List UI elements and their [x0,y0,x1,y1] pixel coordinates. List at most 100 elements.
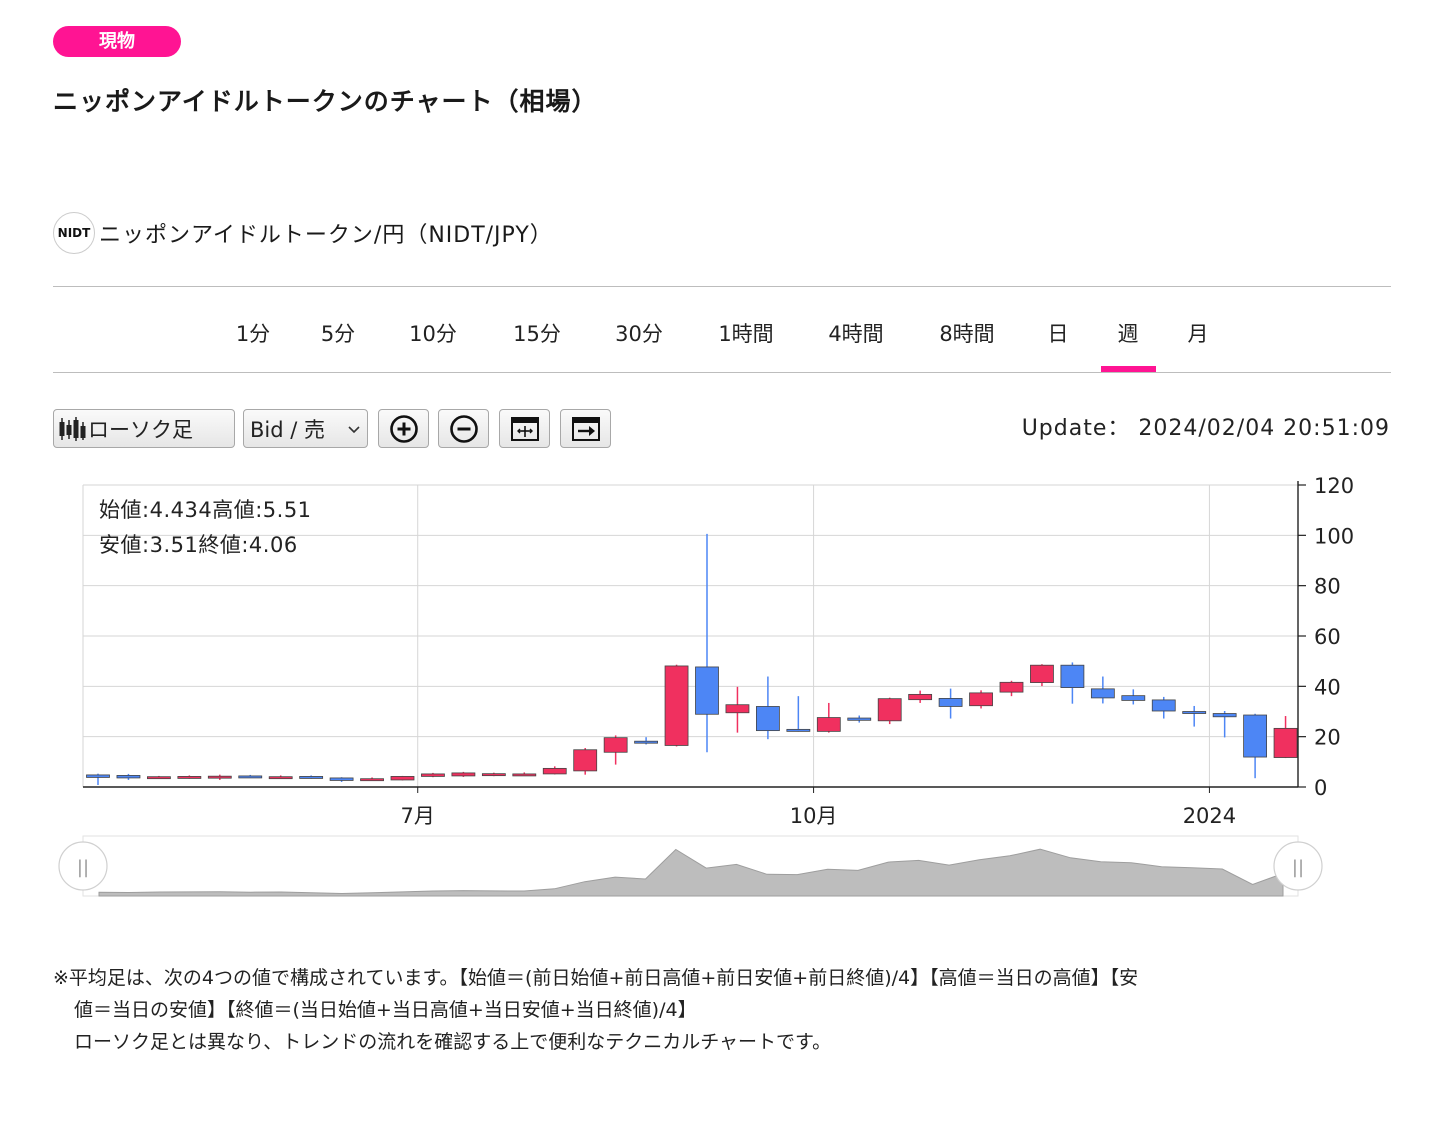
candle-body [786,728,811,732]
divider-top [53,286,1391,287]
page-title: ニッポンアイドルトークンのチャート（相場） [53,87,598,116]
candle-body [634,740,658,744]
divider-bottom [53,372,1391,373]
chevron-down-icon [348,426,360,434]
candle [969,690,993,709]
candle-body [877,698,902,722]
zoom-out-button[interactable] [438,409,489,448]
candle [1121,689,1146,705]
tab-9[interactable]: 日 [1047,322,1069,346]
fit-chart-icon [510,416,539,441]
jump-to-latest-icon [571,416,600,441]
tab-5[interactable]: 30分 [615,322,663,346]
candle [146,775,171,780]
candle [1151,696,1176,719]
jump-to-latest-button[interactable] [560,409,611,448]
open-label: 始値: [99,498,150,522]
tab-1[interactable]: 1分 [235,322,271,346]
chart-axes: 0 20 40 60 80 100 120 7月 10月 2024 [83,474,1354,828]
candle [573,747,598,775]
candle [603,735,628,765]
update-timestamp: Update： 2024/02/04 20:51:09 [1022,410,1390,442]
candle [847,715,872,723]
handle-grip-icon: || [1292,857,1304,878]
fit-chart-button[interactable] [499,409,550,448]
handle-grip-icon: || [77,857,89,878]
candle-body [146,776,171,780]
tab-10[interactable]: 週 [1117,322,1139,346]
candle-body [542,767,567,775]
candle [1182,705,1207,727]
y-tick-label: 120 [1314,474,1354,498]
candle [1060,662,1085,704]
tab-7[interactable]: 4時間 [828,322,884,346]
tab-11[interactable]: 月 [1187,322,1209,346]
low-value: 3.51 [149,533,199,557]
price-side-select[interactable]: Bid / 売 [243,409,368,448]
candle-body [512,773,537,777]
candle [634,737,658,745]
note-line-2: 値＝当日の安値】【終値＝(当日始値+当日高値+当日安値+当日終値)/4】 [74,999,697,1021]
active-tab-indicator [1101,366,1156,372]
timeframe-tabs: 1分 5分 10分 15分 30分 1時間 4時間 8時間 日 週 月 [53,288,1391,372]
candle-body [1212,713,1237,718]
candle-body [268,776,293,780]
navigator-handle-right[interactable]: || [1273,841,1323,891]
price-side-label: Bid / 売 [250,417,325,442]
candle [329,777,354,782]
candle-body [86,774,110,778]
candle [238,774,263,779]
price-chart[interactable]: 0 20 40 60 80 100 120 7月 10月 2024 || || [0,470,1456,940]
y-tick-label: 60 [1314,625,1341,649]
candle-body [390,776,415,781]
tab-8[interactable]: 8時間 [939,322,995,346]
zoom-in-button[interactable] [378,409,429,448]
candle [908,690,933,703]
candle-body [451,772,476,777]
navigator-handle-left[interactable]: || [58,841,108,891]
candle [86,773,110,785]
chart-type-select[interactable]: ローソク足 [53,409,235,448]
candle-body [695,666,719,715]
candle [451,771,476,777]
open-value: 4.434 [149,498,213,522]
navigator: || || [58,835,1323,897]
candle [207,774,232,780]
low-label: 安値: [99,533,150,557]
candle-body [1060,664,1085,688]
close-value: 4.06 [248,533,298,557]
candle [177,775,202,779]
candle-body [1182,711,1207,714]
x-tick-label: 7月 [401,804,435,828]
candle [390,775,415,781]
candle-body [481,773,506,777]
tab-4[interactable]: 15分 [513,322,561,346]
candle-body [1151,699,1176,712]
candle [695,533,719,753]
high-value: 5.51 [262,498,312,522]
candle-series [86,533,1298,785]
candle [512,772,537,777]
nidt-logo-icon: NIDT [53,212,95,254]
tab-3[interactable]: 10分 [409,322,457,346]
candle [116,773,141,780]
candle-body [908,693,933,701]
candlestick-icon [59,416,86,441]
y-tick-label: 0 [1314,776,1327,800]
candle-body [969,692,993,707]
candle-body [1121,695,1146,701]
note-line-3: ローソク足とは異なり、トレンドの流れを確認する上で便利なテクニカルチャートです。 [74,1031,832,1053]
candle-body [1243,714,1267,758]
zoom-in-icon [389,414,418,443]
candle [664,664,689,747]
candle [421,772,445,778]
candle [360,777,384,782]
y-tick-label: 20 [1314,726,1341,750]
x-tick-label: 2024 [1183,804,1236,828]
tab-2[interactable]: 5分 [320,322,356,346]
heikin-ashi-note: ※平均足は、次の4つの値で構成されています。【始値＝(前日始値+前日高値+前日安… [53,962,1393,1058]
chart-type-label: ローソク足 [88,417,193,442]
tab-6[interactable]: 1時間 [718,322,774,346]
candle [1030,664,1054,687]
update-value: 2024/02/04 20:51:09 [1138,416,1390,441]
